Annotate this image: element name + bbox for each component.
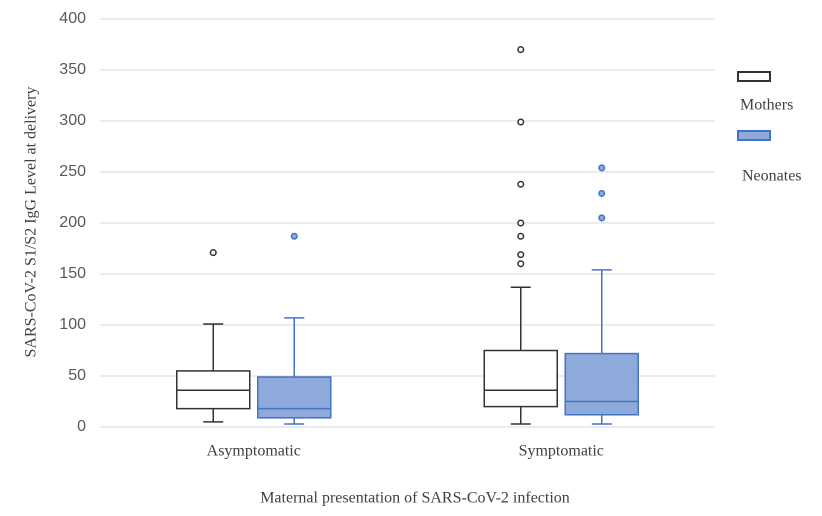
y-tick-label: 350 — [59, 61, 86, 78]
x-axis-title: Maternal presentation of SARS-CoV-2 infe… — [260, 490, 570, 507]
box — [483, 349, 558, 408]
y-tick-label: 400 — [59, 10, 86, 27]
y-tick-label: 300 — [59, 112, 86, 129]
x-tick-label: Asymptomatic — [207, 443, 301, 460]
outlier — [290, 232, 298, 240]
outlier — [517, 118, 525, 126]
box — [257, 376, 332, 419]
y-tick-label: 150 — [59, 265, 86, 282]
outlier — [598, 164, 606, 172]
y-tick-label: 50 — [68, 367, 86, 384]
outlier — [517, 260, 525, 268]
y-tick-label: 100 — [59, 316, 86, 333]
y-tick-label: 250 — [59, 163, 86, 180]
legend-label: Neonates — [742, 168, 802, 185]
y-tick-label: 200 — [59, 214, 86, 231]
outlier — [517, 46, 525, 54]
outlier — [209, 249, 217, 257]
outlier — [517, 219, 525, 227]
outlier — [598, 189, 606, 197]
outlier — [517, 251, 525, 259]
outlier — [598, 214, 606, 222]
y-tick-label: 0 — [77, 418, 86, 435]
legend-swatch — [737, 71, 771, 82]
outlier — [517, 180, 525, 188]
outlier — [517, 232, 525, 240]
x-tick-label: Symptomatic — [519, 443, 604, 460]
box — [564, 352, 639, 416]
legend-label: Mothers — [740, 97, 793, 114]
y-axis-title: SARS-CoV-2 S1/S2 IgG Level at delivery — [23, 87, 40, 358]
legend-swatch — [737, 130, 771, 141]
